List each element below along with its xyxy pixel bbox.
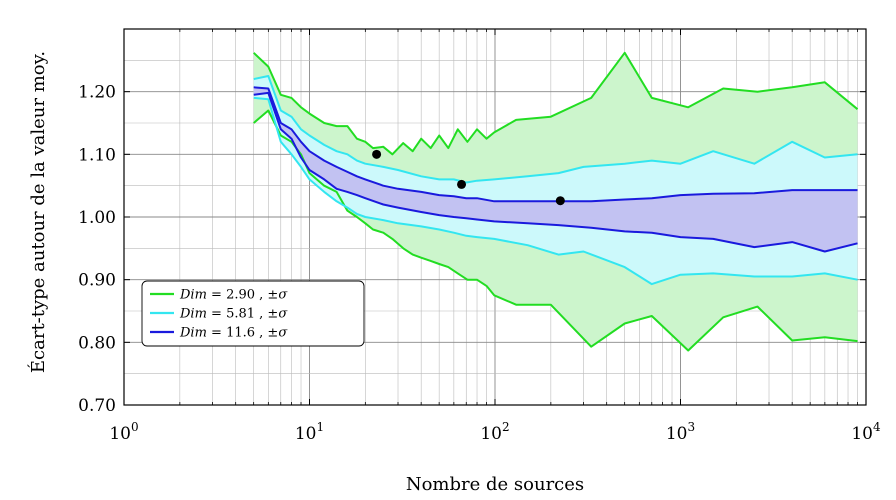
series-lower-line-1 — [253, 109, 858, 352]
y-tick-label: 0.70 — [78, 396, 116, 416]
series-upper-line-3 — [253, 86, 858, 203]
y-tick-label: 0.80 — [78, 333, 116, 353]
y-tick-label: 1.10 — [78, 145, 116, 165]
legend: Dim = 2.90 , ±σ Dim = 5.81 , ±σ Dim = 11.6… — [141, 280, 365, 347]
legend-box — [141, 280, 365, 347]
series-band-3 — [253, 87, 858, 252]
series-lower-line-2 — [253, 96, 858, 286]
series-upper-line-2 — [253, 75, 858, 184]
y-axis-label: Écart-type autour de la valeur moy. — [26, 51, 49, 373]
x-tick-label: 102 — [480, 420, 509, 444]
series-marker-1 — [372, 149, 382, 159]
axis-ticks: 100 101 102 103 104 0.70 0.80 0.90 1.00 1.10 1.20 — [78, 29, 881, 444]
legend-label-1: Dim = 2.90 , ±σ — [179, 288, 288, 303]
legend-label-2: Dim = 5.81 , ±σ — [179, 307, 288, 322]
x-tick-label: 100 — [109, 420, 138, 444]
y-tick-label: 0.90 — [78, 271, 116, 291]
x-tick-label: 103 — [666, 420, 695, 444]
series-marker-2 — [457, 179, 467, 189]
series-markers — [372, 149, 565, 206]
legend-label-3: Dim = 11.6 , ±σ — [179, 326, 288, 341]
x-tick-label: 104 — [851, 420, 881, 444]
y-tick-label: 1.00 — [78, 208, 116, 228]
x-tick-label: 101 — [295, 420, 324, 444]
series-bands — [253, 51, 859, 352]
x-axis-label: Nombre de sources — [406, 474, 584, 495]
series-lower-line-3 — [253, 91, 858, 253]
y-tick-label: 1.20 — [78, 83, 116, 103]
series-marker-3 — [555, 196, 565, 206]
series-upper-line-1 — [253, 51, 859, 156]
